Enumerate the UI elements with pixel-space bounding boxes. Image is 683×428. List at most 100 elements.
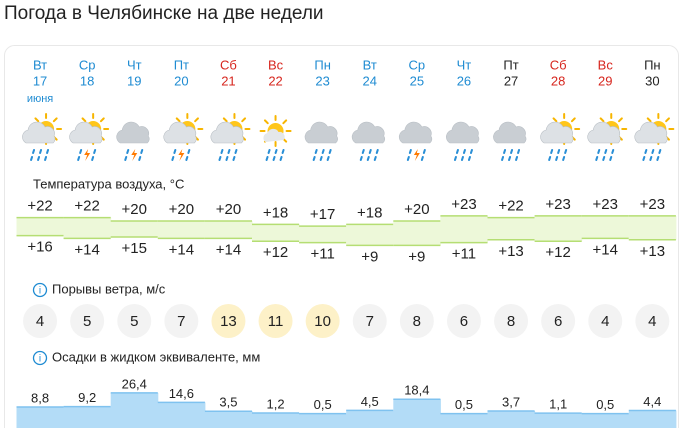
rain-drop [314, 149, 318, 154]
sun-ray [34, 117, 40, 123]
min-temp: +12 [263, 244, 288, 261]
wind-pill [399, 304, 434, 338]
lightning [84, 149, 91, 161]
weekday: Сб [550, 57, 567, 72]
precip-bar [63, 406, 112, 428]
rain-drop [225, 156, 229, 161]
date: 27 [504, 73, 518, 88]
weekday: Чт [127, 57, 142, 72]
sun-ray [282, 119, 288, 125]
max-temp: +20 [404, 201, 429, 218]
temperature-band [299, 226, 347, 243]
wind-pill [117, 304, 152, 338]
cloud [446, 121, 480, 144]
rain-drop [140, 149, 144, 154]
cloud [210, 121, 244, 144]
min-temp: +14 [74, 241, 99, 258]
max-temp: +20 [216, 201, 241, 218]
rain-drop [649, 156, 653, 161]
rain-drop [368, 149, 372, 154]
wind-value: 8 [507, 313, 515, 330]
sun-ray [194, 117, 199, 123]
weekday: Вс [598, 57, 614, 72]
wind-pill [494, 304, 529, 338]
sun-ray [552, 117, 558, 123]
rain-drop [406, 156, 410, 161]
weekday: Пн [644, 57, 661, 72]
wind-info-icon[interactable]: i [32, 282, 48, 298]
rain-drop [555, 156, 559, 161]
temperature-band [16, 217, 65, 236]
min-temp: +14 [593, 241, 618, 258]
precip-value: 0,5 [596, 397, 614, 412]
weather-icon [163, 113, 204, 161]
precip-value: 9,2 [78, 390, 96, 405]
wind-value: 5 [83, 313, 91, 330]
rain-drop [126, 149, 130, 154]
rain-drop [319, 156, 323, 161]
rain-drop [422, 149, 426, 154]
date: 18 [80, 73, 94, 88]
precip-value: 14,6 [169, 386, 194, 401]
weather-icon [259, 115, 292, 161]
date: 26 [457, 73, 471, 88]
rain-drop [279, 156, 283, 161]
weather-icon [493, 121, 527, 161]
rain-drop [557, 149, 561, 154]
weather-icon [69, 113, 110, 161]
precip-label: Осадки в жидком эквиваленте, мм [52, 349, 260, 364]
min-temp: +14 [169, 241, 194, 258]
rain-drop [93, 149, 97, 154]
max-temp: +23 [545, 196, 570, 213]
rain-drop [467, 156, 471, 161]
min-temp: +9 [361, 248, 378, 265]
precip-bar [204, 411, 253, 428]
rain-drop [321, 149, 325, 154]
temperature-band [440, 215, 488, 243]
rain-drop [234, 149, 238, 154]
rain-drop [44, 156, 48, 161]
sun-ray [99, 117, 105, 123]
rain-drop [656, 156, 660, 161]
rain-drop [326, 156, 330, 161]
date: 20 [174, 73, 188, 88]
max-temp: +17 [310, 206, 335, 223]
weekday: Пт [174, 57, 189, 72]
date: 29 [598, 73, 612, 88]
max-temp: +22 [498, 198, 523, 215]
wind-value: 13 [220, 313, 237, 330]
rain-drop [232, 156, 236, 161]
sun-ray [646, 117, 652, 123]
temperature-band [346, 224, 394, 246]
title: Погода в Челябинске на две недели [4, 3, 324, 24]
wind-pill [588, 304, 623, 338]
sun-ray [263, 119, 269, 125]
svg-text:i: i [39, 354, 41, 365]
rain-drop [562, 156, 566, 161]
rain-drop [373, 156, 377, 161]
temperature-band [581, 215, 630, 239]
precip-bar [16, 406, 65, 428]
cloud [351, 121, 386, 144]
cloud [69, 121, 103, 144]
precip-info-icon[interactable]: i [32, 350, 48, 366]
lightning [131, 149, 138, 161]
rain-drop [550, 149, 554, 154]
rain-drop [517, 149, 521, 154]
rain-drop [609, 156, 613, 161]
wind-value: 5 [130, 313, 138, 330]
sun-ray [599, 117, 605, 123]
weekday: Вт [33, 57, 47, 72]
weather-icon [304, 121, 338, 161]
temperature-band [204, 221, 253, 239]
weekday: Чт [457, 57, 472, 72]
rain-drop [91, 156, 95, 161]
wind-value: 6 [460, 313, 468, 330]
temperature-band [628, 215, 677, 240]
cloud [304, 121, 338, 144]
precip-bar [393, 399, 441, 428]
min-temp: +12 [545, 244, 570, 261]
rain-drop [312, 156, 316, 161]
precip-value: 3,7 [502, 394, 520, 409]
wind-pill [164, 304, 199, 338]
